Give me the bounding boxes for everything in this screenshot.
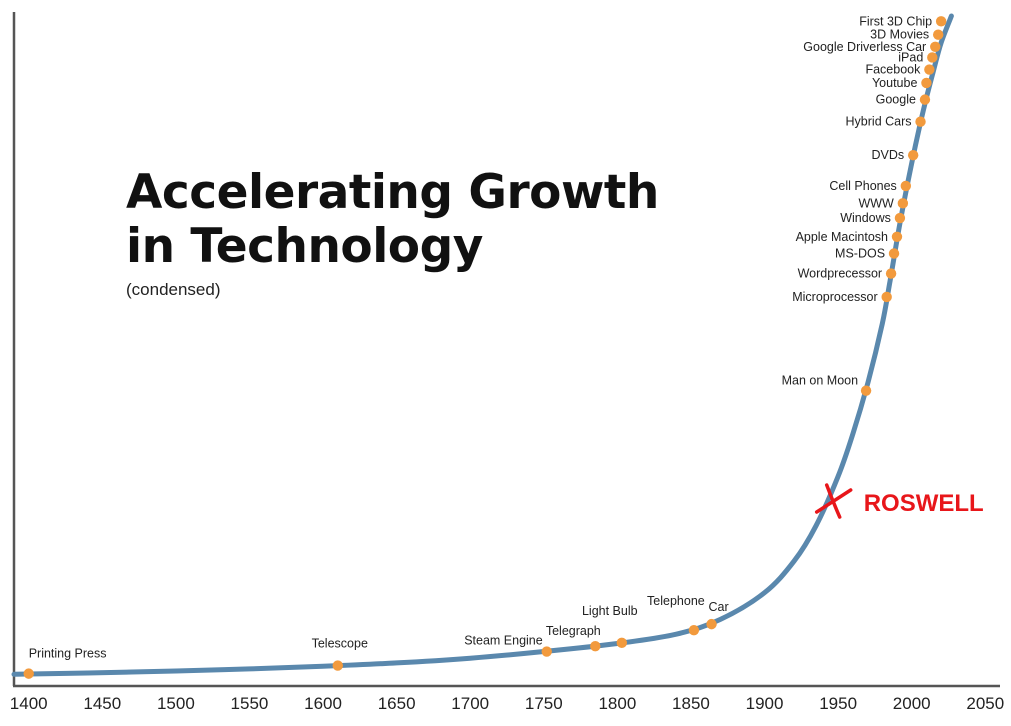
event-point	[332, 660, 343, 671]
event-label: Google	[876, 93, 916, 107]
chart-axes: 1400 1450 1500 1550 1600 1650 1700 1750 1800 1850…	[10, 12, 1004, 713]
event-label: Microprocessor	[792, 290, 877, 304]
event-label: Man on Moon	[782, 374, 858, 388]
event-point	[924, 64, 935, 75]
x-tick-label: 1450	[83, 694, 121, 713]
x-tick-label: 1750	[525, 694, 563, 713]
event-points-layer	[23, 16, 947, 679]
event-point	[935, 16, 947, 27]
x-tick-label: 1900	[746, 694, 784, 713]
chart-subtitle: (condensed)	[126, 280, 221, 299]
event-point	[907, 149, 919, 161]
event-labels-layer: Printing Press Telescope Steam EngineTeleg…	[29, 14, 932, 660]
event-point	[541, 646, 552, 657]
x-tick-label: 2000	[893, 694, 931, 713]
event-point	[23, 668, 34, 679]
chart-title: Accelerating Growth in Technology	[126, 166, 659, 274]
event-label: WWW	[858, 196, 894, 210]
x-tick-label: 1650	[378, 694, 416, 713]
event-point	[891, 231, 903, 242]
event-label: Windows	[840, 211, 891, 225]
event-point	[930, 41, 941, 52]
event-point	[706, 618, 717, 630]
event-label: DVDs	[872, 148, 905, 162]
event-point	[900, 180, 912, 192]
event-label: Printing Press	[29, 647, 107, 661]
event-point	[888, 248, 900, 259]
event-point	[932, 29, 944, 40]
x-tick-label: 1700	[451, 694, 489, 713]
x-tick-label: 1950	[819, 694, 857, 713]
event-point	[590, 640, 601, 652]
event-point	[860, 385, 872, 396]
event-point	[915, 116, 926, 127]
x-tick-label: 2050	[966, 694, 1004, 713]
annotation-layer: ROSWELL	[814, 483, 984, 519]
event-label: Steam Engine	[464, 634, 543, 648]
x-tick-label: 1400	[10, 694, 48, 713]
event-label: Wordprecessor	[798, 267, 883, 281]
event-label: 3D Movies	[870, 28, 929, 42]
event-label: Cell Phones	[829, 179, 896, 193]
event-label: iPad	[898, 50, 923, 64]
roswell-x-mark	[814, 483, 853, 519]
event-label: Youtube	[872, 76, 917, 90]
event-point	[688, 624, 700, 636]
event-point	[616, 637, 627, 649]
chart-title-line-1: Accelerating Growth	[126, 165, 659, 220]
growth-curve-layer	[11, 13, 954, 677]
event-point	[894, 212, 906, 224]
event-point	[921, 77, 932, 89]
event-label: Telescope	[312, 637, 368, 651]
chart-title-line-2: in Technology	[126, 219, 483, 274]
growth-curve-line	[11, 13, 954, 677]
event-label: Light Bulb	[582, 604, 638, 618]
x-tick-label: 1500	[157, 694, 195, 713]
x-tick-label: 1550	[231, 694, 269, 713]
x-tick-label: 1800	[598, 694, 636, 713]
event-label: Facebook	[865, 63, 921, 77]
event-label: Telegraph	[546, 624, 601, 638]
event-point	[927, 52, 938, 63]
roswell-annotation-label: ROSWELL	[864, 490, 984, 517]
event-label: Car	[708, 600, 728, 614]
x-tick-label: 1850	[672, 694, 710, 713]
event-point	[919, 94, 931, 105]
event-label: Google Driverless Car	[803, 40, 926, 54]
event-label: Hybrid Cars	[846, 115, 912, 129]
event-label: First 3D Chip	[859, 14, 932, 28]
event-label: Apple Macintosh	[796, 230, 888, 244]
event-point	[885, 268, 897, 279]
x-tick-label: 1600	[304, 694, 342, 713]
event-point	[881, 291, 892, 303]
event-label: MS-DOS	[835, 246, 885, 260]
event-label: Telephone	[647, 594, 705, 608]
event-point	[897, 198, 909, 209]
